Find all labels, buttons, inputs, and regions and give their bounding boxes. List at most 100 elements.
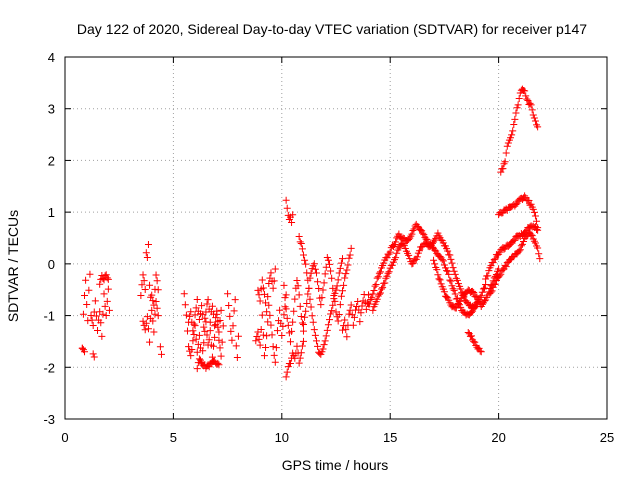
data-point [229,322,237,330]
data-point [100,290,108,298]
data-point [279,322,287,330]
data-point [476,347,484,355]
data-point [342,326,350,334]
data-point [362,305,370,313]
data-point [193,348,201,356]
data-point [205,363,213,371]
data-point [477,348,485,356]
data-point [94,326,102,334]
data-point [371,282,379,290]
data-point [444,247,452,255]
y-tick-label: 0 [48,257,55,272]
data-point [262,344,270,352]
data-point [536,255,544,263]
data-point [379,284,387,292]
data-point [518,240,526,248]
data-point [354,297,362,305]
data-point [523,232,531,240]
data-point [531,239,539,247]
data-point [217,352,225,360]
data-point [307,303,315,311]
data-point [470,289,478,297]
data-point [392,238,400,246]
data-point [272,344,280,352]
data-point [271,265,279,273]
data-point [79,310,87,318]
data-point [357,309,365,317]
data-point [510,121,518,129]
data-point [252,337,260,345]
data-point [139,271,147,279]
data-point [190,320,198,328]
data-point [298,245,306,253]
data-point [327,310,335,318]
data-point [208,302,216,310]
data-point [206,327,214,335]
data-point [309,318,317,326]
data-point [217,306,225,314]
data-point [82,276,90,284]
data-point [375,269,383,277]
data-point [311,265,319,273]
data-point [521,87,529,95]
data-point [375,290,383,298]
data-point [186,312,194,320]
data-point [225,302,233,310]
data-point [259,284,267,292]
data-point [447,277,455,285]
data-point [150,328,158,336]
data-point [520,237,528,245]
data-point [440,288,448,296]
data-point [491,255,499,263]
data-point [383,272,391,280]
data-point [325,316,333,324]
data-point [216,344,224,352]
data-point [137,292,145,300]
data-point [466,332,474,340]
data-point [502,149,510,157]
data-point [231,296,239,304]
x-tick-label: 10 [275,430,289,445]
data-point [344,261,352,269]
data-point [484,272,492,280]
data-point [193,295,201,303]
data-point [534,123,542,131]
data-point [435,275,443,283]
data-point [201,327,209,335]
data-point [528,106,536,114]
data-point [310,326,318,334]
data-point [295,291,303,299]
data-point [529,205,537,213]
data-point [393,249,401,257]
data-point [267,321,275,329]
data-point [188,346,196,354]
data-points [78,85,544,381]
data-point [203,300,211,308]
data-point [333,282,341,290]
data-point [104,285,112,293]
chart-title: Day 122 of 2020, Sidereal Day-to-day VTE… [77,21,587,37]
data-point [433,266,441,274]
y-axis-label: SDTVAR / TECUs [5,210,21,322]
data-point [138,281,146,289]
data-point [269,343,277,351]
data-point [282,373,290,381]
data-point [365,291,373,299]
data-point [314,342,322,350]
data-point [502,263,510,271]
data-point [295,232,303,240]
data-point [464,328,472,336]
data-point [534,224,542,232]
data-point [189,337,197,345]
data-point [511,236,519,244]
data-point [154,286,162,294]
data-point [325,260,333,268]
data-point [518,195,526,203]
data-point [523,95,531,103]
data-point [195,331,203,339]
data-point [468,332,475,340]
data-point [297,349,305,357]
data-point [324,321,332,329]
data-point [376,289,384,297]
